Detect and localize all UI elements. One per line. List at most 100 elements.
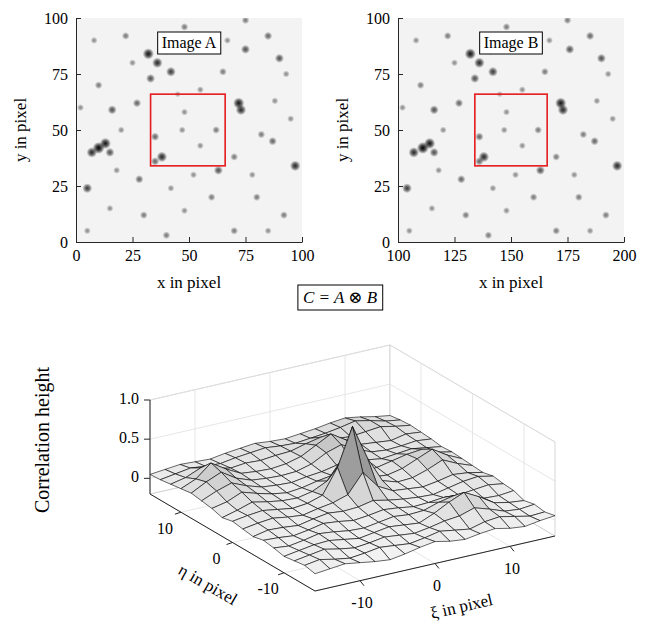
tick-mark <box>246 237 247 242</box>
star <box>197 86 204 93</box>
star <box>219 68 227 76</box>
star <box>512 171 519 178</box>
star <box>264 32 273 41</box>
star <box>575 193 583 201</box>
figure: 02550751000255075100Image Ax in pixely i… <box>0 0 646 634</box>
tick-label: 0 <box>382 234 390 251</box>
star <box>564 18 572 24</box>
star <box>118 126 125 133</box>
star <box>465 48 476 59</box>
star <box>290 161 301 172</box>
tick: 50 <box>52 122 81 139</box>
star <box>597 54 606 63</box>
star <box>230 227 238 235</box>
star <box>100 138 111 149</box>
star <box>440 126 447 133</box>
star <box>108 105 117 114</box>
tick-label: -10 <box>257 580 278 597</box>
image-panel: 02550751000255075100Image Ax in pixely i… <box>11 10 315 292</box>
star <box>489 185 496 192</box>
wall <box>390 345 555 536</box>
chart-title: C = A ⊗ B <box>303 288 378 307</box>
star <box>84 227 91 234</box>
tick-mark <box>435 564 439 569</box>
star <box>609 115 616 122</box>
star <box>265 227 272 234</box>
tick-mark <box>568 237 569 242</box>
tick-label: 50 <box>182 247 198 264</box>
tick-mark <box>144 400 150 401</box>
tick-label: 150 <box>500 247 524 264</box>
tick-mark <box>455 237 456 242</box>
star <box>287 115 294 122</box>
tick-label: 25 <box>374 178 390 195</box>
tick-mark <box>76 242 81 243</box>
star <box>87 147 98 158</box>
tick-label: 200 <box>613 247 637 264</box>
star <box>271 97 278 104</box>
title-box <box>298 285 383 310</box>
image-area <box>76 18 302 242</box>
star <box>106 205 113 212</box>
tick-mark <box>398 186 403 187</box>
tick: 200 <box>613 237 637 264</box>
tick: 175 <box>556 237 580 264</box>
tick-mark <box>624 237 625 242</box>
star <box>129 59 136 66</box>
tick-label: 100 <box>387 247 411 264</box>
star <box>474 58 485 69</box>
tick: 50 <box>182 237 198 264</box>
search-window <box>151 94 226 166</box>
star <box>519 142 526 149</box>
tick-label: 1.0 <box>119 390 139 407</box>
tick-label: 0 <box>131 468 139 485</box>
tick-label: 0 <box>213 550 221 567</box>
star <box>571 171 578 178</box>
x-axis: 100 125 150 175 200 <box>387 237 637 264</box>
tick-label: 0 <box>433 577 441 594</box>
tick-mark <box>189 237 190 242</box>
image-background <box>76 18 302 242</box>
tick-mark <box>76 130 81 131</box>
tick-mark <box>398 130 403 131</box>
star <box>275 54 284 63</box>
star <box>280 211 288 219</box>
tick-mark <box>76 186 81 187</box>
star <box>503 207 510 214</box>
image-background <box>398 18 624 242</box>
star <box>179 126 186 133</box>
tick: 75 <box>52 66 81 83</box>
x-axis: 0255075100 <box>73 237 315 264</box>
panel-title: Image B <box>484 34 539 52</box>
tick-label: 125 <box>443 247 467 264</box>
tick-label: 175 <box>556 247 580 264</box>
x-axis-title: x in pixel <box>479 273 543 292</box>
star <box>409 147 420 158</box>
star <box>143 48 154 59</box>
search-window <box>475 94 547 166</box>
star <box>536 166 545 175</box>
star <box>462 211 470 219</box>
star <box>503 109 510 116</box>
box-walls <box>150 345 555 591</box>
star <box>475 132 484 141</box>
star <box>268 137 277 146</box>
y-axis-title: η in pixel <box>175 560 241 609</box>
tick-label: 100 <box>366 10 390 27</box>
axis-line <box>399 242 625 243</box>
z-axis-title: Correlation height <box>31 367 54 514</box>
tick: 25 <box>125 237 141 264</box>
star <box>541 68 549 76</box>
star <box>212 126 220 134</box>
tick-mark <box>278 573 284 575</box>
star <box>455 99 464 108</box>
figure-canvas: 02550751000255075100Image Ax in pixely i… <box>0 0 646 634</box>
y-axis-title: y in pixel <box>11 98 30 162</box>
tick-mark <box>227 543 233 545</box>
star <box>181 207 188 214</box>
title-box <box>480 32 543 54</box>
tick-mark <box>398 18 403 19</box>
star <box>451 59 458 66</box>
star <box>530 193 538 201</box>
star <box>181 109 188 116</box>
